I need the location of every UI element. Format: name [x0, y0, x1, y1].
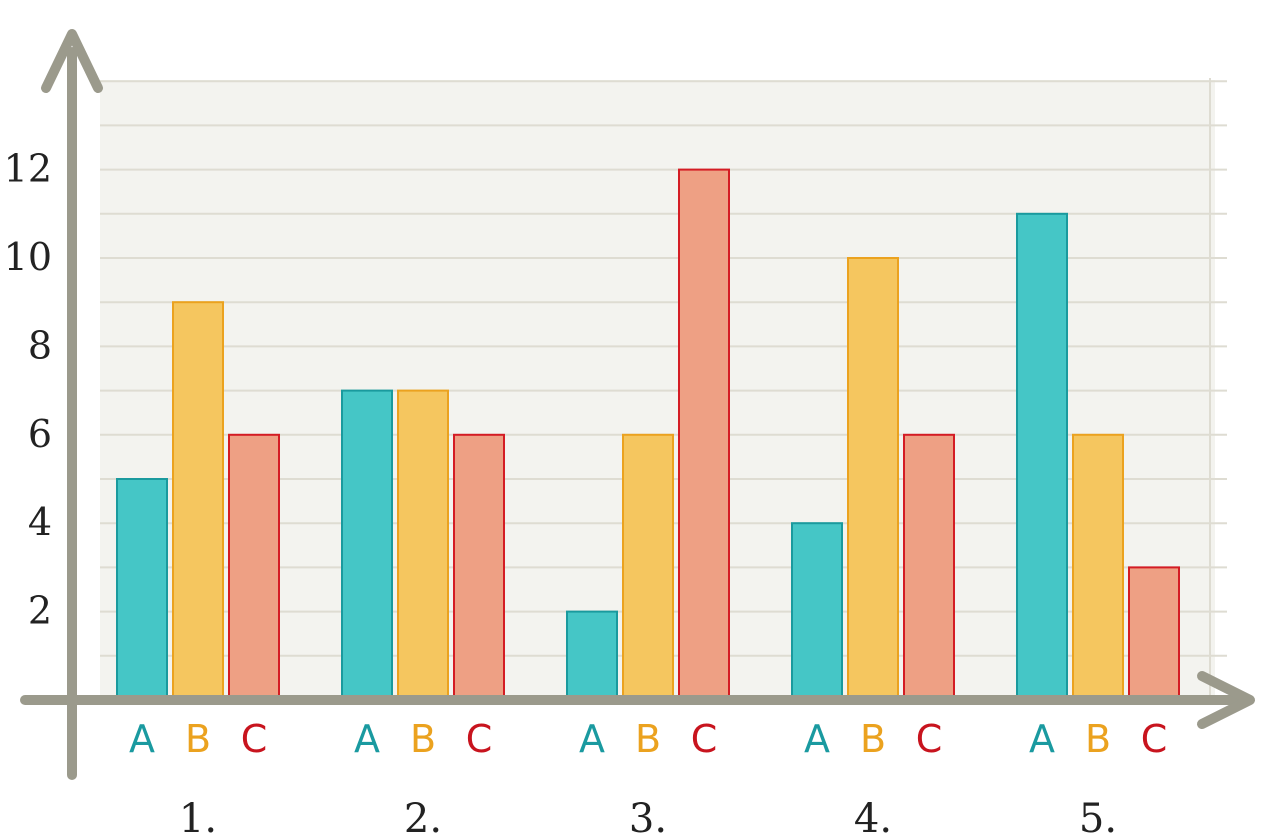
x-axis-arrow-icon — [1197, 671, 1255, 729]
axes — [20, 29, 1255, 780]
bar-c — [228, 433, 280, 701]
bar-c — [453, 433, 505, 701]
series-letter-a: A — [579, 717, 605, 761]
category-label: 5. — [1079, 796, 1117, 839]
bars — [116, 168, 1180, 702]
series-letter-a: A — [354, 717, 380, 761]
series-letter-c: C — [241, 717, 268, 761]
series-letter-b: B — [860, 717, 886, 761]
category-label: 3. — [629, 796, 667, 839]
series-letter-a: A — [804, 717, 830, 761]
category-label: 4. — [854, 796, 892, 839]
series-letter-b: B — [1085, 717, 1111, 761]
bar-a — [341, 389, 393, 701]
y-tick-label: 2 — [28, 589, 52, 633]
bar-b — [622, 433, 674, 701]
bar-b — [1072, 433, 1124, 701]
bar-c — [1128, 566, 1180, 702]
bar-b — [397, 389, 449, 701]
y-axis-arrow-icon — [41, 29, 103, 93]
series-letter-b: B — [185, 717, 211, 761]
series-letter-b: B — [635, 717, 661, 761]
series-letter-c: C — [466, 717, 493, 761]
series-letter-c: C — [916, 717, 943, 761]
bar-a — [116, 478, 168, 701]
series-letter-c: C — [1141, 717, 1168, 761]
bar-a — [566, 610, 618, 701]
y-tick-label: 6 — [28, 412, 52, 456]
series-letter-a: A — [1029, 717, 1055, 761]
y-tick-label: 8 — [28, 323, 52, 367]
series-letter-a: A — [129, 717, 155, 761]
bar-c — [903, 433, 955, 701]
category-label: 1. — [179, 796, 217, 839]
y-tick-label: 10 — [4, 235, 52, 279]
series-letter-c: C — [691, 717, 718, 761]
series-letter-b: B — [410, 717, 436, 761]
y-tick-label: 12 — [4, 147, 52, 191]
category-label: 2. — [404, 796, 442, 839]
bar-a — [1016, 212, 1068, 702]
bar-a — [791, 522, 843, 702]
bar-b — [172, 301, 224, 701]
y-tick-label: 4 — [28, 500, 52, 544]
bar-c — [678, 168, 730, 702]
bar-b — [847, 257, 899, 701]
